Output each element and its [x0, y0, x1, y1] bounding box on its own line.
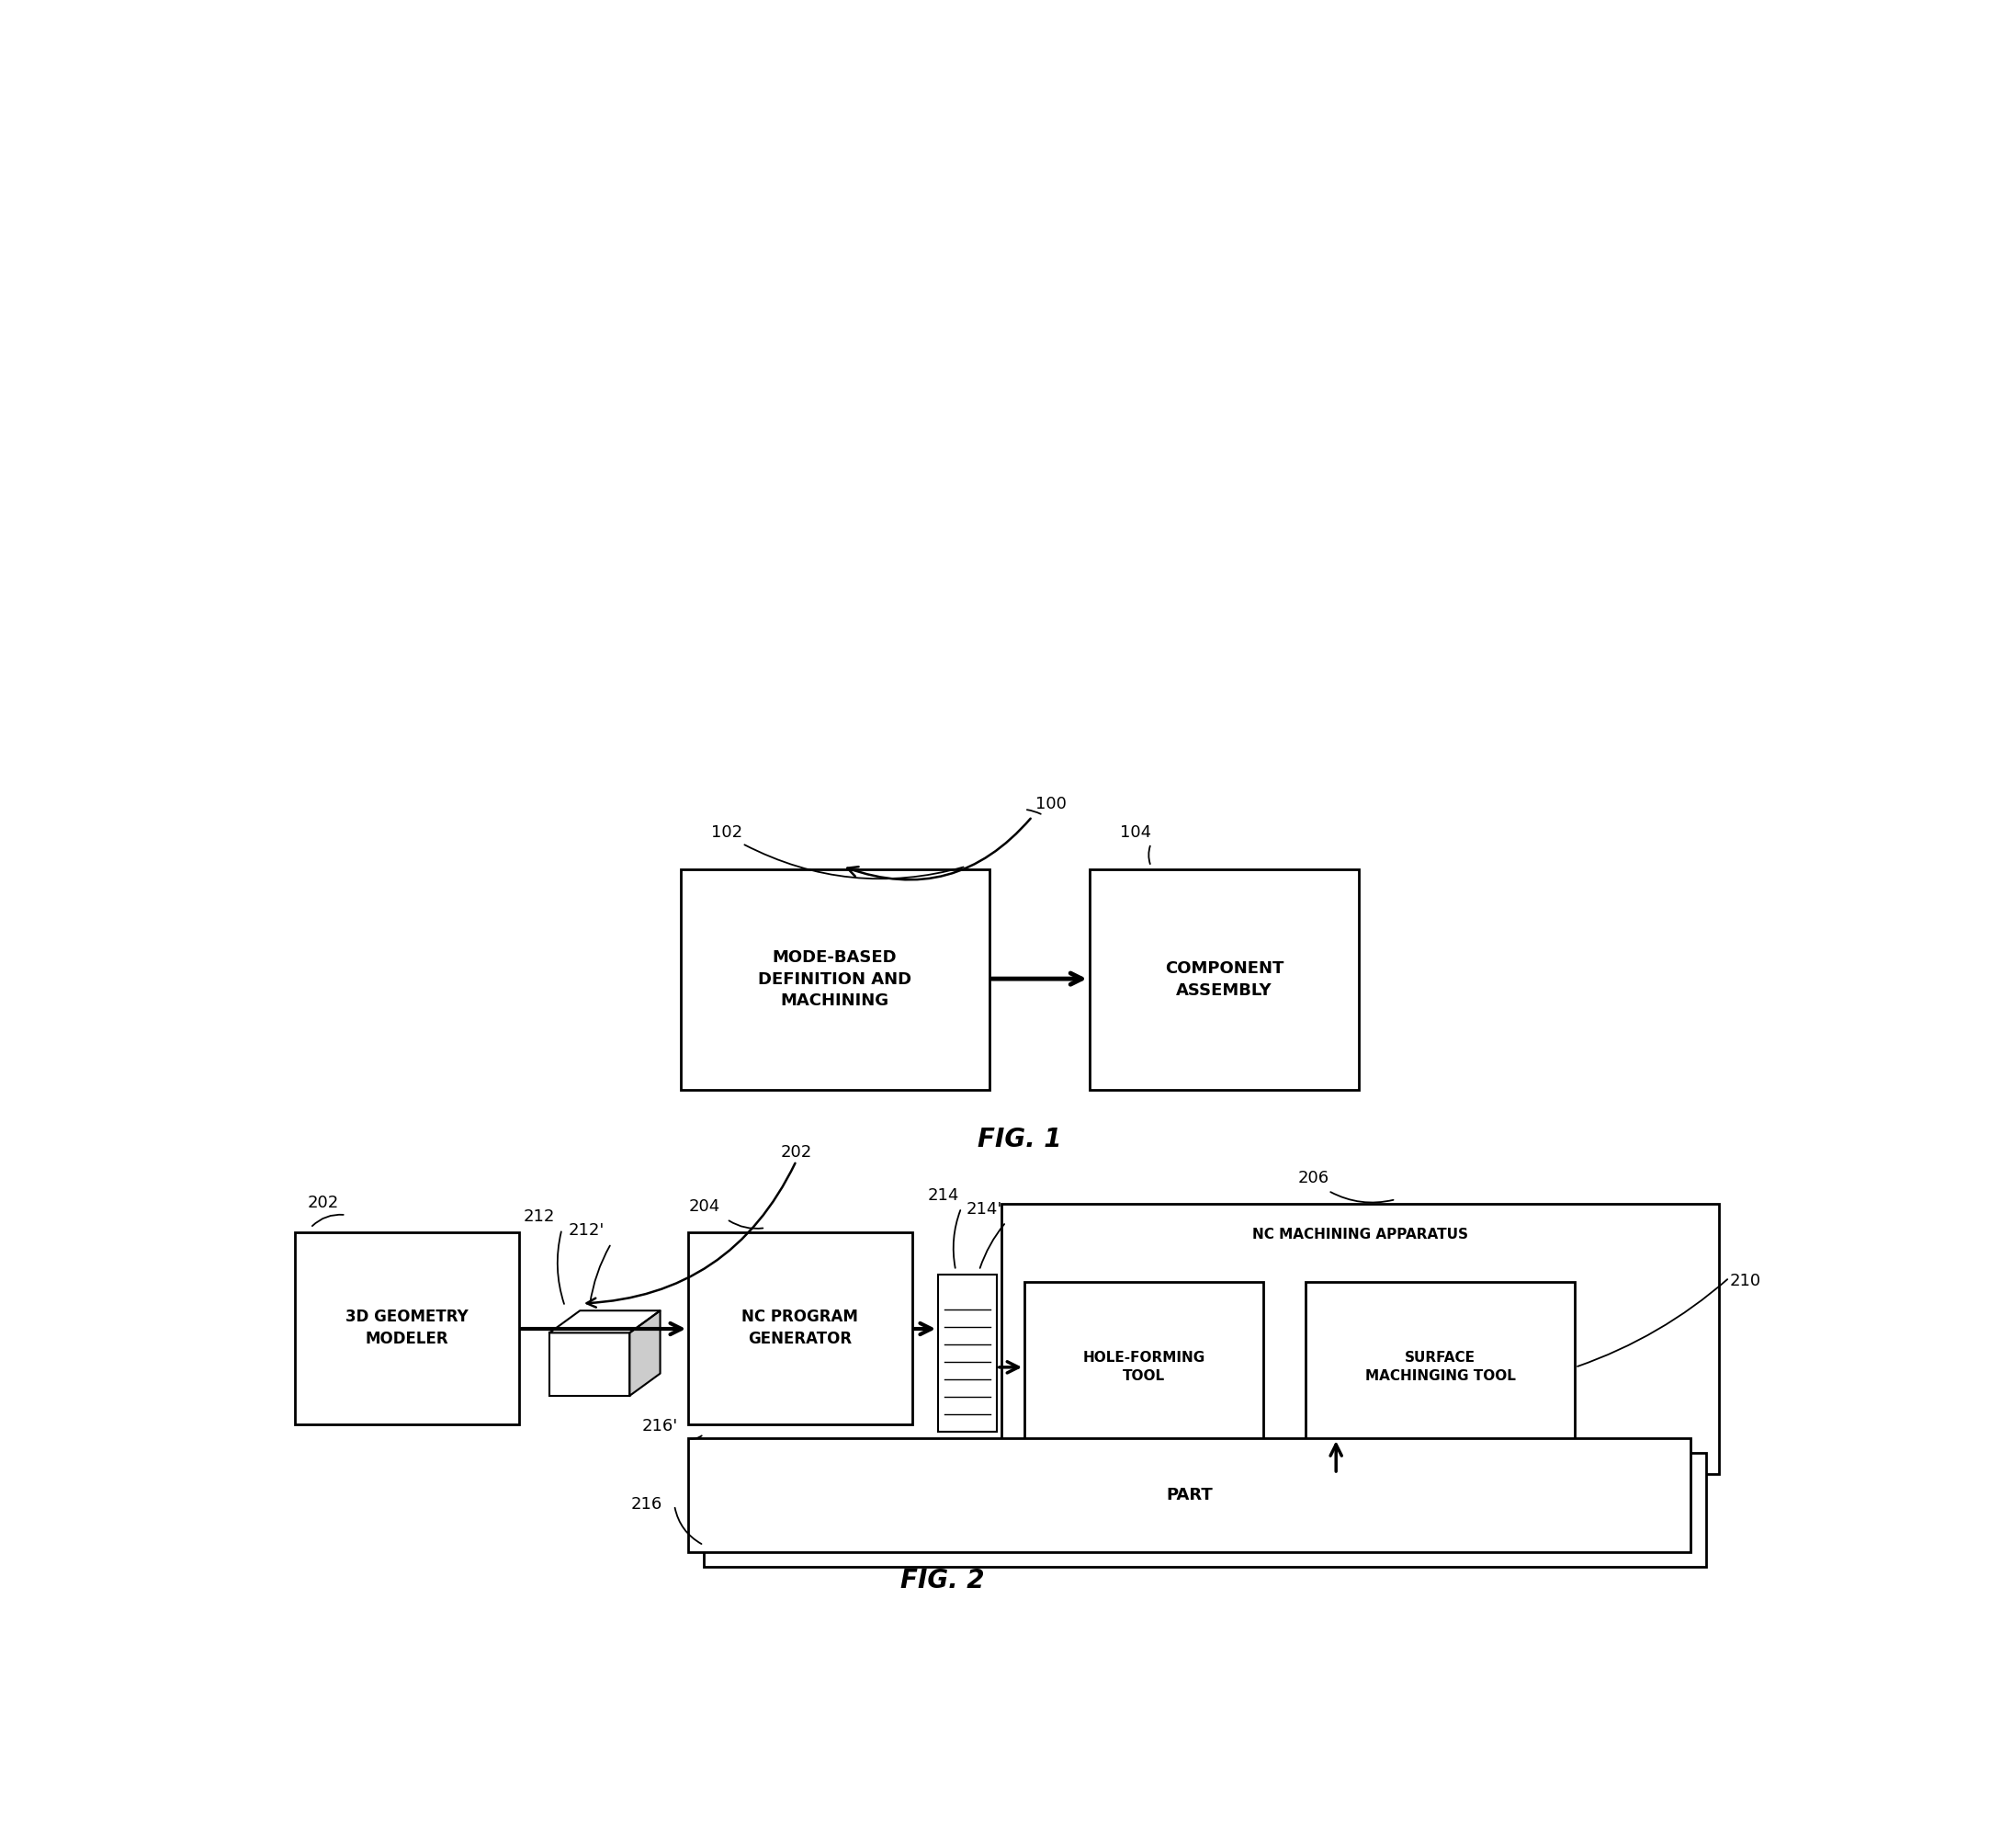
- Text: PART: PART: [1166, 1488, 1212, 1504]
- Bar: [1025, 1283, 1264, 1453]
- Text: 216: 216: [631, 1495, 663, 1512]
- Text: FIG. 1: FIG. 1: [977, 1127, 1063, 1153]
- Text: 214': 214': [965, 1201, 1003, 1218]
- Bar: [549, 1332, 629, 1395]
- Bar: [937, 1275, 997, 1430]
- Bar: [689, 1438, 1692, 1552]
- Text: 204: 204: [689, 1199, 720, 1214]
- Bar: [295, 1233, 519, 1425]
- Text: 202: 202: [306, 1194, 338, 1210]
- Text: 100: 100: [1035, 796, 1067, 813]
- Text: HOLE-FORMING
TOOL: HOLE-FORMING TOOL: [1083, 1351, 1206, 1384]
- Text: 214: 214: [927, 1186, 959, 1203]
- Bar: [1001, 1203, 1719, 1475]
- Text: 212': 212': [567, 1223, 605, 1240]
- Text: 206: 206: [1297, 1170, 1329, 1186]
- Text: 212: 212: [523, 1209, 555, 1225]
- Bar: [689, 1233, 911, 1425]
- Bar: [1305, 1283, 1576, 1453]
- Bar: [1089, 869, 1359, 1090]
- Text: 102: 102: [712, 824, 742, 841]
- Text: NC PROGRAM
GENERATOR: NC PROGRAM GENERATOR: [742, 1308, 858, 1347]
- Bar: [681, 869, 989, 1090]
- Text: 202: 202: [780, 1144, 812, 1161]
- Text: 3D GEOMETRY
MODELER: 3D GEOMETRY MODELER: [346, 1308, 468, 1347]
- Polygon shape: [629, 1310, 661, 1395]
- Text: NC MACHINING APPARATUS: NC MACHINING APPARATUS: [1252, 1229, 1469, 1242]
- Text: COMPONENT
ASSEMBLY: COMPONENT ASSEMBLY: [1164, 961, 1284, 998]
- Text: MODE-BASED
DEFINITION AND
MACHINING: MODE-BASED DEFINITION AND MACHINING: [758, 950, 911, 1009]
- Text: 216': 216': [643, 1417, 679, 1434]
- Text: 210: 210: [1729, 1273, 1761, 1290]
- Text: SURFACE
MACHINGING TOOL: SURFACE MACHINGING TOOL: [1365, 1351, 1516, 1384]
- Text: 104: 104: [1120, 824, 1152, 841]
- Text: FIG. 2: FIG. 2: [901, 1567, 985, 1593]
- Bar: [704, 1453, 1705, 1567]
- Polygon shape: [549, 1310, 661, 1332]
